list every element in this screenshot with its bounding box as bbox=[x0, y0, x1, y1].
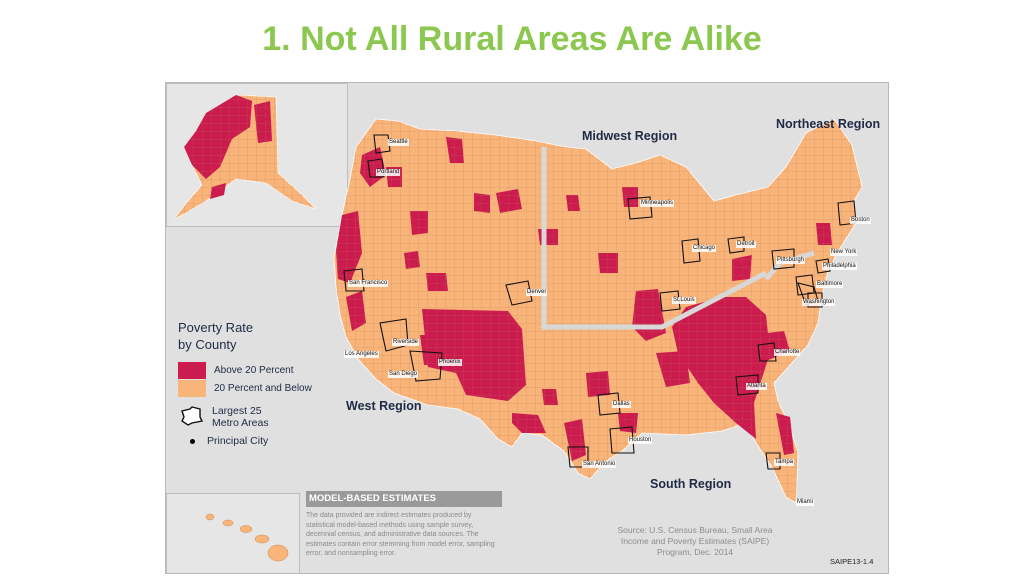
region-label-midwest: Midwest Region bbox=[582, 129, 678, 143]
principal-city-dot-icon bbox=[190, 438, 195, 444]
metro-outline-icon bbox=[181, 406, 204, 426]
city-label-baltimore: Baltimore bbox=[816, 281, 844, 288]
map-legend: Poverty Rate by County Above 20 Percent … bbox=[178, 319, 328, 447]
swatch-above-20 bbox=[178, 361, 206, 379]
city-label-riverside: Riverside bbox=[392, 339, 420, 346]
city-label-charlotte: Charlotte bbox=[774, 349, 801, 356]
city-label-los-angeles: Los Angeles bbox=[344, 351, 379, 358]
legend-title-line2: by County bbox=[178, 337, 237, 352]
city-label-detroit: Detroit bbox=[736, 241, 756, 248]
region-label-south: South Region bbox=[650, 477, 732, 491]
methodology-text: The data provided are indirect estimates… bbox=[306, 512, 495, 558]
figure-code: SAIPE13-1.4 bbox=[830, 557, 874, 566]
city-label-minneapolis: Minneapolis bbox=[640, 200, 675, 207]
city-label-pittsburgh: Pittsburgh bbox=[776, 257, 806, 264]
legend-item-above-20: Above 20 Percent bbox=[178, 361, 328, 379]
city-label-washington: Washington bbox=[802, 299, 836, 306]
city-label-denver: Denver bbox=[526, 289, 548, 296]
legend-label-principal-city: Principal City bbox=[207, 435, 269, 447]
source-note: Source: U.S. Census Bureau, Small Area I… bbox=[617, 525, 773, 557]
city-label-atlanta: Atlanta bbox=[746, 383, 767, 390]
city-label-san-diego: San Diego bbox=[388, 371, 419, 378]
swatch-below-20 bbox=[178, 379, 206, 397]
legend-item-principal-city: Principal City bbox=[178, 435, 328, 447]
legend-title-line1: Poverty Rate bbox=[178, 320, 254, 335]
legend-item-below-20: 20 Percent and Below bbox=[178, 379, 328, 397]
city-label-st-louis: St.Louis bbox=[672, 297, 696, 304]
city-label-san-francisco: San Francisco bbox=[348, 280, 389, 287]
legend-item-metro: Largest 25 Metro Areas bbox=[178, 405, 328, 429]
city-label-houston: Houston bbox=[628, 437, 653, 444]
city-label-phoenix: Phoenix bbox=[438, 359, 462, 366]
methodology-note: MODEL-BASED ESTIMATES The data provided … bbox=[306, 491, 502, 559]
city-label-seattle: Seattle bbox=[388, 139, 409, 146]
methodology-header: MODEL-BASED ESTIMATES bbox=[306, 491, 502, 507]
county-map-graphic bbox=[173, 94, 863, 562]
city-label-philadelphia: Philadelphia bbox=[822, 263, 857, 270]
legend-label-below-20: 20 Percent and Below bbox=[214, 382, 312, 394]
hawaii-islands bbox=[205, 513, 289, 562]
city-label-chicago: Chicago bbox=[692, 245, 717, 252]
legend-label-metro: Largest 25 Metro Areas bbox=[212, 405, 269, 429]
city-label-tampa: Tampa bbox=[774, 459, 795, 466]
city-label-boston: Boston bbox=[850, 217, 871, 224]
region-label-northeast: Northeast Region bbox=[776, 117, 881, 131]
city-label-miami: Miami bbox=[796, 499, 814, 506]
legend-label-above-20: Above 20 Percent bbox=[214, 364, 294, 376]
region-label-west: West Region bbox=[346, 399, 422, 413]
legend-title: Poverty Rate by County bbox=[178, 319, 328, 353]
city-label-new-york: New York bbox=[830, 249, 858, 256]
poverty-map: Poverty Rate by County Above 20 Percent … bbox=[165, 82, 889, 574]
city-label-portland: Portland bbox=[376, 169, 401, 176]
city-label-san-antonio: San Antonio bbox=[582, 461, 617, 468]
city-label-dallas: Dallas bbox=[612, 401, 631, 408]
slide-title: 1. Not All Rural Areas Are Alike bbox=[262, 20, 762, 58]
